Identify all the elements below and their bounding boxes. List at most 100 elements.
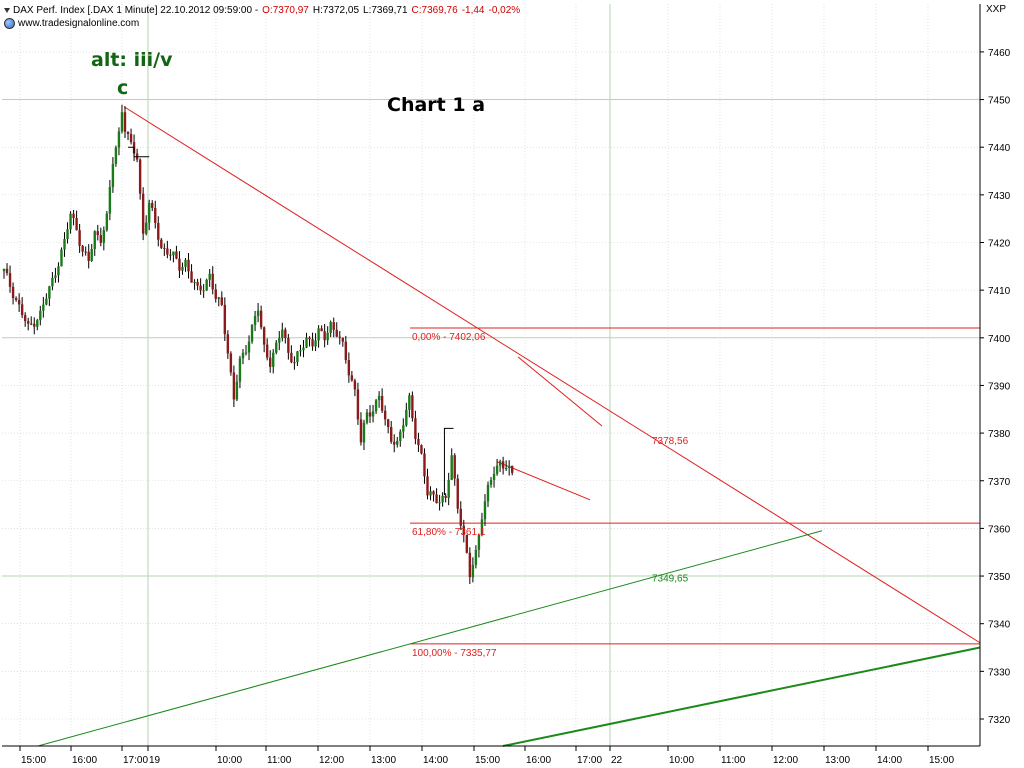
- candle-body: [423, 453, 426, 477]
- candle-body: [93, 231, 96, 250]
- candle-body: [402, 425, 405, 432]
- candle-body: [211, 273, 214, 290]
- candle-body: [353, 380, 357, 390]
- candle-body: [151, 203, 154, 208]
- chart-header: DAX Perf. Index [.DAX 1 Minute] 22.10.20…: [4, 2, 520, 18]
- x-tick-label: 11:00: [721, 755, 746, 766]
- candle-body: [501, 461, 505, 469]
- candle-body: [17, 299, 21, 305]
- candle-body: [468, 552, 472, 578]
- candle-body: [486, 484, 490, 502]
- axes: 7320 7330 7340 7350 7360 7370 7380 7390 7400 7410…: [2, 4, 1011, 766]
- candle-body: [390, 427, 393, 442]
- candle-body: [308, 337, 311, 340]
- candle-body: [14, 298, 18, 300]
- candle-body: [48, 286, 51, 299]
- candle-body: [287, 338, 290, 353]
- gap-marker-1: [128, 146, 150, 158]
- y-tick-label: 7420: [988, 239, 1011, 250]
- y-tick-label: 7390: [988, 381, 1011, 392]
- candle-body: [187, 259, 190, 272]
- globe-icon: [4, 18, 15, 29]
- candle-body: [256, 310, 260, 316]
- website-text: www.tradesignalonline.com: [18, 18, 140, 29]
- candle-body: [281, 329, 284, 339]
- candle-body: [474, 549, 478, 565]
- candle-body: [51, 277, 54, 287]
- candle-body: [172, 251, 175, 256]
- candle-body: [20, 304, 24, 316]
- website-link[interactable]: www.tradesignalonline.com: [4, 18, 139, 29]
- open-value: O:7370,97: [262, 4, 309, 16]
- candle-body: [208, 273, 211, 280]
- candle-body: [154, 207, 157, 223]
- candle-body: [27, 321, 30, 324]
- support-trendline: [37, 530, 823, 747]
- candle-body: [33, 323, 36, 327]
- candle-body: [329, 322, 332, 333]
- candle-body: [247, 341, 251, 353]
- candle-body: [90, 249, 93, 261]
- candle-body: [386, 419, 390, 428]
- y-tick-label: 7410: [988, 286, 1011, 297]
- wave-c-label: c: [117, 77, 129, 99]
- candle-body: [8, 273, 12, 287]
- candle-body: [269, 357, 272, 367]
- candle-body: [471, 564, 475, 578]
- candle-body: [60, 249, 63, 267]
- candle-body: [229, 353, 233, 373]
- x-tick-label: 19: [149, 755, 161, 766]
- x-tick-label: 15:00: [21, 755, 46, 766]
- candle-body: [323, 331, 326, 341]
- candle-body: [414, 418, 417, 439]
- y-tick-label: 7400: [988, 334, 1011, 345]
- dropdown-arrow-icon[interactable]: [4, 7, 10, 13]
- candle-body: [411, 395, 414, 419]
- candle-body: [96, 231, 99, 236]
- candle-body: [157, 222, 160, 240]
- candle-body: [184, 259, 187, 267]
- candle-body: [78, 230, 81, 246]
- candle-body: [480, 519, 484, 535]
- candle-body: [163, 247, 166, 249]
- candle-body: [374, 400, 378, 412]
- candle-body: [99, 235, 102, 243]
- candle-body: [126, 131, 130, 135]
- candle-body: [380, 395, 384, 411]
- candle-body: [120, 112, 124, 132]
- symbol-tag: XXP: [985, 4, 1006, 15]
- chart-title: Chart 1 a: [387, 94, 486, 116]
- candle-body: [36, 320, 39, 327]
- x-tick-label: 10:00: [669, 755, 694, 766]
- candle-body: [175, 251, 178, 259]
- candle-body: [408, 395, 411, 410]
- candle-body: [66, 229, 69, 240]
- candle-body: [293, 362, 296, 364]
- candle-body: [393, 441, 396, 445]
- candle-body: [456, 478, 459, 509]
- candle-body: [302, 347, 305, 351]
- candle-body: [341, 337, 344, 342]
- candle-body: [42, 304, 45, 311]
- candle-body: [250, 324, 254, 342]
- candle-body: [435, 494, 438, 504]
- candle-body: [495, 465, 499, 474]
- level-red-label: 7378,56: [652, 436, 689, 447]
- candle-body: [262, 327, 266, 345]
- wave-label: alt: iii/v: [91, 49, 173, 71]
- candle-body: [347, 360, 351, 376]
- candle-body: [166, 248, 169, 255]
- candle-body: [123, 112, 127, 132]
- candle-body: [278, 338, 281, 343]
- candle-body: [265, 344, 269, 358]
- candle-body: [405, 409, 408, 426]
- candle-body: [399, 431, 402, 441]
- candle-body: [232, 372, 236, 400]
- candle-body: [144, 222, 148, 234]
- candle-body: [272, 352, 275, 367]
- candle-body: [350, 375, 354, 381]
- candle-body: [275, 342, 278, 353]
- y-tick-label: 7380: [988, 429, 1011, 440]
